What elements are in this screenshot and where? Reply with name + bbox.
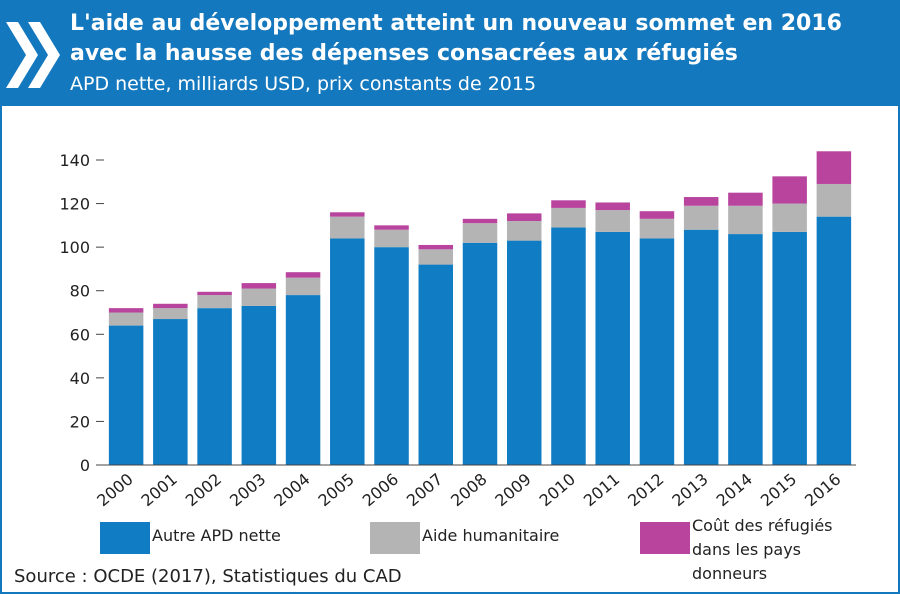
x-tick-label: 2004	[270, 470, 313, 511]
bar-segment	[772, 176, 807, 204]
bar-segment	[728, 205, 763, 235]
x-tick-label: 2011	[580, 470, 623, 511]
x-tick-label: 2001	[138, 470, 181, 511]
bar-segment	[197, 291, 232, 296]
bar-segment	[241, 288, 277, 306]
subtitle: APD nette, milliards USD, prix constants…	[70, 73, 536, 95]
legend-swatch	[100, 522, 150, 554]
y-tick-label: 100	[59, 238, 90, 257]
bar-segment	[153, 308, 188, 320]
bar-segment	[374, 247, 409, 465]
x-tick-label: 2000	[93, 470, 136, 511]
bar-segment	[551, 207, 586, 228]
x-tick-label: 2015	[757, 470, 800, 511]
x-tick-label: 2014	[713, 470, 756, 511]
x-tick-label: 2012	[624, 470, 667, 511]
bar-segment	[330, 216, 365, 239]
x-tick-label: 2008	[447, 470, 490, 511]
bar-segment	[153, 303, 188, 309]
bar-segment	[683, 197, 719, 206]
bar-segment	[418, 244, 454, 250]
bar-segment	[197, 308, 232, 465]
bar-segment	[683, 205, 719, 230]
x-tick-label: 2013	[668, 470, 711, 511]
bar-segment	[108, 308, 144, 313]
bar-segment	[683, 229, 719, 465]
bar-segment	[241, 305, 277, 465]
bar-segment	[506, 240, 542, 465]
bar-segment	[772, 203, 807, 232]
x-tick-label: 2007	[403, 470, 446, 511]
bar-segment	[639, 238, 675, 465]
x-tick-label: 2009	[491, 470, 534, 511]
bar-segment	[462, 223, 498, 243]
bar-segment	[816, 216, 852, 465]
y-tick-label: 80	[70, 282, 90, 301]
bar-segment	[197, 295, 232, 309]
y-tick-label: 20	[70, 412, 90, 431]
source: Source : OCDE (2017), Statistiques du CA…	[14, 566, 402, 587]
bar-segment	[506, 221, 542, 241]
x-tick-label: 2010	[536, 470, 579, 511]
legend-swatch	[370, 522, 420, 554]
y-tick-label: 40	[70, 369, 90, 388]
bar-segment	[728, 192, 763, 206]
bar-segment	[330, 238, 365, 465]
x-tick-label: 2006	[359, 470, 402, 511]
bar-segment	[462, 218, 498, 224]
y-tick-label: 120	[59, 195, 90, 214]
bar-segment	[816, 183, 852, 217]
bar-segment	[595, 202, 630, 211]
legend-label: Aide humanitaire	[422, 526, 560, 545]
bar-segment	[153, 319, 188, 465]
bar-segment	[285, 272, 321, 278]
bar-segment	[374, 225, 409, 230]
bar-segment	[506, 213, 542, 221]
x-tick-label: 2003	[226, 470, 269, 511]
header	[0, 0, 900, 106]
bar-segment	[595, 231, 630, 465]
x-tick-label: 2016	[801, 470, 844, 511]
bar-segment	[374, 229, 409, 248]
y-tick-label: 140	[59, 151, 90, 170]
title-line: avec la hausse des dépenses consacrées a…	[70, 41, 738, 66]
bar-segment	[108, 312, 144, 326]
bar-segment	[639, 211, 675, 219]
bar-segment	[285, 295, 321, 465]
legend-label: Coût des réfugiés dans les pays donneurs	[692, 516, 833, 583]
bar-segment	[108, 325, 144, 465]
bar-segment	[551, 200, 586, 208]
bar-segment	[772, 231, 807, 465]
y-tick-label: 0	[80, 456, 90, 475]
x-tick-label: 2002	[182, 470, 225, 511]
bar-segment	[816, 151, 852, 184]
x-tick-label: 2005	[314, 470, 357, 511]
y-tick-label: 60	[70, 325, 90, 344]
legend-label: Autre APD nette	[152, 526, 281, 545]
bar-segment	[285, 277, 321, 296]
bar-segment	[418, 264, 454, 465]
legend-swatch	[640, 522, 690, 554]
logo	[6, 22, 60, 88]
bar-segment	[728, 234, 763, 465]
bar-segment	[639, 218, 675, 239]
bar-segment	[462, 242, 498, 465]
title-line: L'aide au développement atteint un nouve…	[70, 11, 842, 36]
bar-segment	[330, 212, 365, 217]
bar-segment	[241, 283, 277, 289]
bar-segment	[551, 227, 586, 465]
bar-segment	[595, 210, 630, 232]
bar-segment	[418, 249, 454, 265]
